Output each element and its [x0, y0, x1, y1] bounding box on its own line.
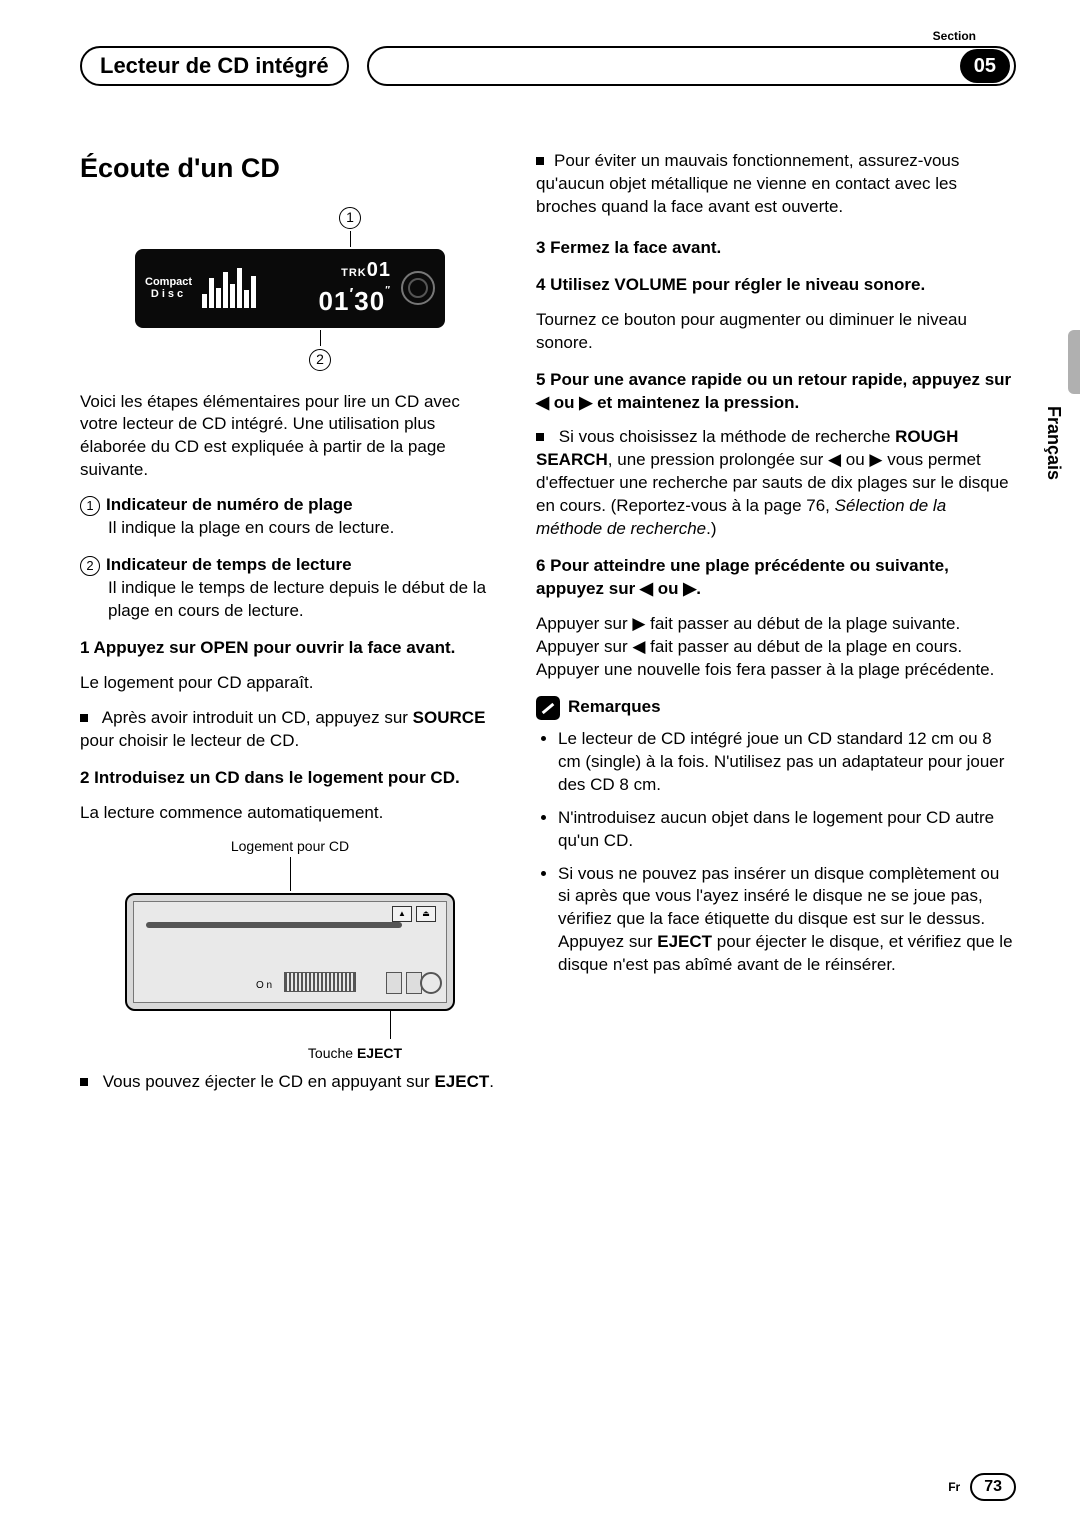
- step-2-bullet-a: Vous pouvez éjecter le CD en appuyant su…: [103, 1072, 435, 1091]
- page-title: Écoute d'un CD: [80, 150, 500, 186]
- step-1-bullet-c: pour choisir le lecteur de CD.: [80, 731, 299, 750]
- page-header: Section Lecteur de CD intégré 05: [80, 32, 1016, 80]
- device-figure: Logement pour CD ▲ ⏏ O n: [80, 837, 500, 1064]
- intro-paragraph: Voici les étapes élémentaires pour lire …: [80, 391, 500, 483]
- step-5-bullet: Si vous choisissez la méthode de recherc…: [536, 426, 1016, 541]
- page-footer: Fr 73: [948, 1473, 1016, 1501]
- step-5-block: 5 Pour une avance rapide ou un retour ra…: [536, 369, 1016, 542]
- callout-1: 1: [339, 207, 361, 229]
- page-number-pill: 73: [970, 1473, 1016, 1501]
- s5-e: .): [706, 519, 716, 538]
- step-1-body: Le logement pour CD apparaît.: [80, 672, 500, 695]
- grille-icon: [284, 972, 356, 992]
- indicator-2-head: 2 Indicateur de temps de lecture: [80, 554, 500, 577]
- circled-1-icon: 1: [80, 496, 100, 516]
- section-label: Section: [933, 28, 976, 44]
- trk-number: 01: [367, 259, 391, 281]
- logo-line-2: Disc: [145, 288, 192, 300]
- step-3-head: 3 Fermez la face avant.: [536, 237, 1016, 260]
- logo-line-1: Compact: [145, 276, 192, 288]
- side-language-tab: Français: [1042, 406, 1066, 480]
- panel-badge-icon: ⏏: [416, 906, 436, 922]
- on-label: O n: [256, 979, 272, 993]
- car-stereo-illustration: ▲ ⏏ O n: [125, 893, 455, 1011]
- callout-2: 2: [309, 349, 331, 371]
- device-caption: Logement pour CD: [80, 837, 500, 856]
- step-2-bullet: Vous pouvez éjecter le CD en appuyant su…: [80, 1071, 500, 1094]
- note-item: N'introduisez aucun objet dans le logeme…: [558, 807, 1016, 853]
- panel-button-icon: [386, 972, 402, 994]
- cd-slot-icon: [146, 922, 402, 928]
- step-1-bullet-a: Après avoir introduit un CD, appuyez sur: [102, 708, 413, 727]
- side-tab-icon: [1068, 330, 1080, 394]
- indicator-1-title: Indicateur de numéro de plage: [106, 495, 353, 514]
- header-pill-row: Lecteur de CD intégré 05: [80, 46, 1016, 86]
- eject-lead-wrap: [390, 1011, 391, 1039]
- indicator-1-block: 1 Indicateur de numéro de plage Il indiqu…: [80, 494, 500, 540]
- step-1-bullet-b: SOURCE: [413, 708, 486, 727]
- note3-b: EJECT: [657, 932, 712, 951]
- notes-title: Remarques: [568, 696, 661, 719]
- step-6-head: 6 Pour atteindre une plage précédente ou…: [536, 555, 1016, 601]
- pencil-icon: [536, 696, 560, 720]
- eject-caption: Touche EJECT: [210, 1044, 500, 1063]
- panel-badge-icon: ▲: [392, 906, 412, 922]
- knob-icon: [401, 271, 435, 305]
- indicator-2-block: 2 Indicateur de temps de lecture Il indiq…: [80, 554, 500, 623]
- step-4-head: 4 Utilisez VOLUME pour régler le niveau …: [536, 274, 1016, 297]
- eject-caption-a: Touche: [308, 1045, 357, 1061]
- step-1-bullet: Après avoir introduit un CD, appuyez sur…: [80, 707, 500, 753]
- notes-heading: Remarques: [536, 696, 1016, 720]
- trk-label: TRK: [341, 267, 367, 279]
- time-min: 01: [319, 286, 350, 316]
- indicator-1-head: 1 Indicateur de numéro de plage: [80, 494, 500, 517]
- content-columns: Écoute d'un CD 1 Compact Disc: [80, 150, 1016, 1108]
- note-item: Si vous ne pouvez pas insérer un disque …: [558, 863, 1016, 978]
- footer-lang-code: Fr: [948, 1479, 960, 1495]
- callout-line-icon: [320, 330, 321, 346]
- step-6-block: 6 Pour atteindre une plage précédente ou…: [536, 555, 1016, 682]
- step-2-head: 2 Introduisez un CD dans le logement pou…: [80, 767, 500, 790]
- step-4-body: Tournez ce bouton pour augmenter ou dimi…: [536, 309, 1016, 355]
- chapter-title-pill: Lecteur de CD intégré: [80, 46, 349, 86]
- cd-display-panel: Compact Disc TRK01 01′30″: [135, 249, 445, 327]
- lead-line-icon: [290, 857, 291, 891]
- indicator-2-title: Indicateur de temps de lecture: [106, 555, 352, 574]
- track-line: TRK01: [266, 257, 391, 284]
- eject-caption-b: EJECT: [357, 1045, 402, 1061]
- top-warning-bullet: Pour éviter un mauvais fonctionnement, a…: [536, 150, 1016, 219]
- right-column: Pour éviter un mauvais fonctionnement, a…: [536, 150, 1016, 1108]
- note-item: Le lecteur de CD intégré joue un CD stan…: [558, 728, 1016, 797]
- small-knob-icon: [420, 972, 442, 994]
- left-column: Écoute d'un CD 1 Compact Disc: [80, 150, 500, 1108]
- compact-disc-logo: Compact Disc: [145, 276, 192, 300]
- time-suffix: ″: [385, 285, 391, 296]
- step-4-block: 4 Utilisez VOLUME pour régler le niveau …: [536, 274, 1016, 355]
- equalizer-icon: [202, 268, 256, 308]
- chapter-number-pill: 05: [367, 46, 1016, 86]
- step-2-body: La lecture commence automatiquement.: [80, 802, 500, 825]
- circled-2-icon: 2: [80, 556, 100, 576]
- step-1-head: 1 Appuyez sur OPEN pour ouvrir la face a…: [80, 637, 500, 660]
- step-6-body: Appuyer sur ▶ fait passer au début de la…: [536, 613, 1016, 682]
- step-2-bullet-c: .: [489, 1072, 494, 1091]
- notes-list: Le lecteur de CD intégré joue un CD stan…: [536, 728, 1016, 977]
- time-line: 01′30″: [266, 284, 391, 319]
- step-1-block: 1 Appuyez sur OPEN pour ouvrir la face a…: [80, 637, 500, 753]
- s5-a: Si vous choisissez la méthode de recherc…: [559, 427, 895, 446]
- cd-display-figure: 1 Compact Disc TRK01: [80, 206, 500, 370]
- step-2-bullet-b: EJECT: [434, 1072, 489, 1091]
- chapter-number-badge: 05: [960, 49, 1010, 83]
- step-2-block: 2 Introduisez un CD dans le logement pou…: [80, 767, 500, 1094]
- cd-readout: TRK01 01′30″: [266, 257, 391, 319]
- step-5-head: 5 Pour une avance rapide ou un retour ra…: [536, 369, 1016, 415]
- indicator-2-body: Il indique le temps de lecture depuis le…: [80, 577, 500, 623]
- manual-page: Section Lecteur de CD intégré 05 Françai…: [0, 0, 1080, 1529]
- indicator-1-body: Il indique la plage en cours de lecture.: [80, 517, 500, 540]
- lead-line-icon: [390, 1011, 391, 1039]
- time-sec: 30: [354, 286, 385, 316]
- callout-line-icon: [350, 231, 351, 247]
- device-inner: ▲ ⏏ O n: [133, 901, 447, 1003]
